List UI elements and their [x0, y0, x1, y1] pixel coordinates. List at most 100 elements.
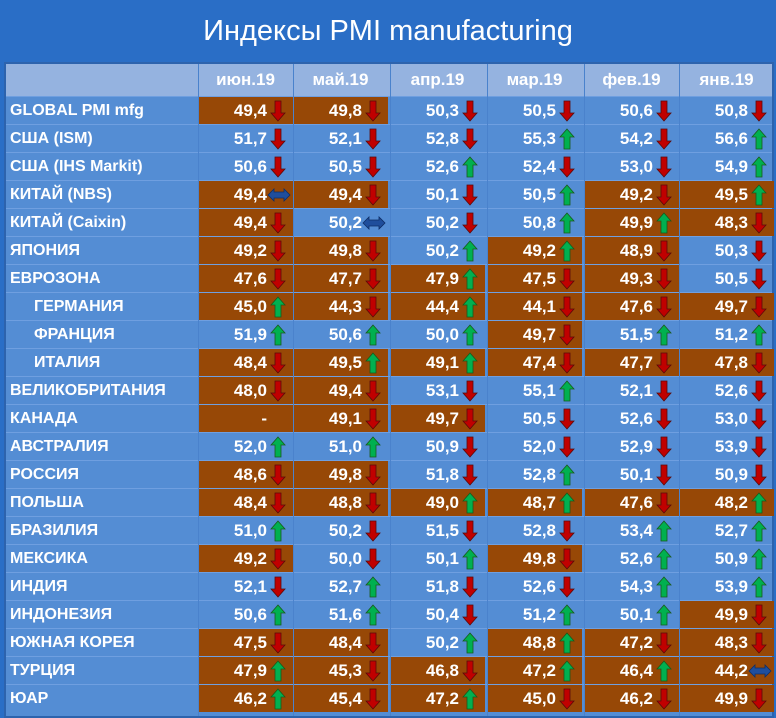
pmi-value: 55,1	[522, 381, 556, 400]
pmi-cell: 52,6	[487, 573, 582, 600]
column-header: апр.19	[410, 70, 465, 89]
pmi-cell: 50,4	[390, 601, 485, 628]
pmi-value: 55,3	[522, 129, 556, 148]
pmi-value: 52,1	[233, 577, 267, 596]
pmi-cell: 53,1	[390, 377, 485, 404]
row-label: КИТАЙ (NBS)	[6, 181, 198, 209]
pmi-cell: 55,3	[487, 125, 582, 152]
pmi-value: 49,8	[328, 465, 362, 484]
pmi-value: 50,6	[619, 101, 653, 120]
row-label: ИНДОНЕЗИЯ	[6, 601, 198, 629]
pmi-cell: 48,0	[198, 377, 293, 404]
pmi-cell: 44,2	[679, 657, 774, 684]
arrow-up-icon	[462, 156, 478, 178]
table-row: ЯПОНИЯ 49,2 49,8 50,2 49,2 48,9 50,3	[6, 236, 772, 265]
pmi-value: 50,0	[425, 325, 459, 344]
row-label: БРАЗИЛИЯ	[6, 517, 198, 545]
pmi-value: 50,6	[328, 325, 362, 344]
pmi-value: 50,9	[425, 437, 459, 456]
pmi-value: 44,3	[328, 297, 362, 316]
arrow-down-icon	[462, 520, 478, 542]
pmi-cell: 48,8	[293, 489, 388, 516]
arrow-down-icon	[656, 380, 672, 402]
pmi-value: 54,3	[619, 577, 653, 596]
arrow-down-icon	[559, 408, 575, 430]
pmi-cell: 47,9	[390, 265, 485, 292]
pmi-cell: 45,0	[198, 293, 293, 320]
arrow-down-icon	[270, 464, 286, 486]
pmi-cell: 50,2	[390, 237, 485, 264]
table-row: ПОЛЬША 48,4 48,8 49,0 48,7 47,6 48,2	[6, 488, 774, 517]
arrow-up-icon	[656, 548, 672, 570]
pmi-cell: 47,4	[487, 349, 582, 376]
pmi-value: 49,9	[714, 605, 748, 624]
pmi-value: 52,4	[522, 157, 556, 176]
arrow-up-icon	[462, 492, 478, 514]
pmi-value: 52,6	[714, 381, 748, 400]
pmi-cell: 50,8	[487, 209, 582, 236]
pmi-cell: 49,9	[679, 685, 774, 712]
pmi-cell: 52,8	[390, 125, 485, 152]
arrow-up-icon	[462, 548, 478, 570]
arrow-up-icon	[559, 184, 575, 206]
pmi-value: 49,3	[619, 269, 653, 288]
arrow-down-icon	[462, 436, 478, 458]
arrow-down-icon	[365, 296, 381, 318]
pmi-cell: 56,6	[679, 125, 774, 152]
pmi-cell: 48,7	[487, 489, 582, 516]
pmi-cell: 50,2	[390, 209, 485, 236]
arrow-down-icon	[270, 268, 286, 290]
column-header: июн.19	[216, 70, 275, 89]
pmi-value: 50,8	[714, 101, 748, 120]
pmi-cell: 49,7	[679, 293, 774, 320]
arrow-down-icon	[751, 212, 767, 234]
arrow-down-icon	[656, 408, 672, 430]
arrow-down-icon	[751, 436, 767, 458]
arrow-up-icon	[365, 352, 381, 374]
pmi-cell: 50,8	[679, 97, 774, 124]
arrow-down-icon	[270, 576, 286, 598]
pmi-cell: 49,5	[679, 181, 774, 208]
arrow-down-icon	[462, 464, 478, 486]
table-row: ВЕЛИКОБРИТАНИЯ 48,0 49,4 53,1 55,1 52,1 52,6	[6, 376, 772, 405]
pmi-value: 48,4	[328, 633, 362, 652]
pmi-value: 48,4	[233, 493, 267, 512]
pmi-value: 50,8	[522, 213, 556, 232]
table-row: ИНДИЯ 52,1 52,7 51,8 52,6 54,3 53,9	[6, 572, 772, 601]
arrow-up-icon	[270, 520, 286, 542]
pmi-cell: 52,9	[584, 433, 679, 460]
pmi-cell: 48,8	[487, 629, 582, 656]
column-divider	[198, 64, 199, 716]
arrow-down-icon	[365, 408, 381, 430]
row-label: ПОЛЬША	[6, 489, 198, 517]
arrow-down-icon	[559, 156, 575, 178]
pmi-cell: 46,4	[584, 657, 679, 684]
pmi-cell: 51,0	[198, 517, 293, 544]
arrow-down-icon	[270, 380, 286, 402]
table-row: ФРАНЦИЯ 51,9 50,6 50,0 49,7 51,5 51,2	[6, 320, 772, 349]
pmi-cell: 50,1	[390, 181, 485, 208]
pmi-cell: 51,0	[293, 433, 388, 460]
arrow-down-icon	[462, 408, 478, 430]
arrow-up-icon	[559, 212, 575, 234]
pmi-value: 47,5	[522, 269, 556, 288]
arrow-down-icon	[270, 632, 286, 654]
pmi-cell: 50,9	[679, 461, 774, 488]
pmi-cell: 48,4	[198, 489, 293, 516]
pmi-cell: 52,8	[487, 517, 582, 544]
arrow-down-icon	[656, 268, 672, 290]
pmi-cell: 48,4	[293, 629, 388, 656]
pmi-value: 48,7	[522, 493, 556, 512]
pmi-value: 49,8	[522, 549, 556, 568]
pmi-value: 49,9	[619, 213, 653, 232]
arrow-down-icon	[365, 660, 381, 682]
pmi-value: 48,8	[522, 633, 556, 652]
pmi-value: 47,7	[619, 353, 653, 372]
pmi-cell: 50,0	[293, 545, 388, 572]
row-label: ВЕЛИКОБРИТАНИЯ	[6, 377, 198, 405]
pmi-cell: 51,8	[390, 461, 485, 488]
pmi-value: 50,6	[233, 605, 267, 624]
pmi-value: 48,2	[714, 493, 748, 512]
pmi-cell: 49,4	[198, 209, 293, 236]
pmi-value: 47,2	[619, 633, 653, 652]
